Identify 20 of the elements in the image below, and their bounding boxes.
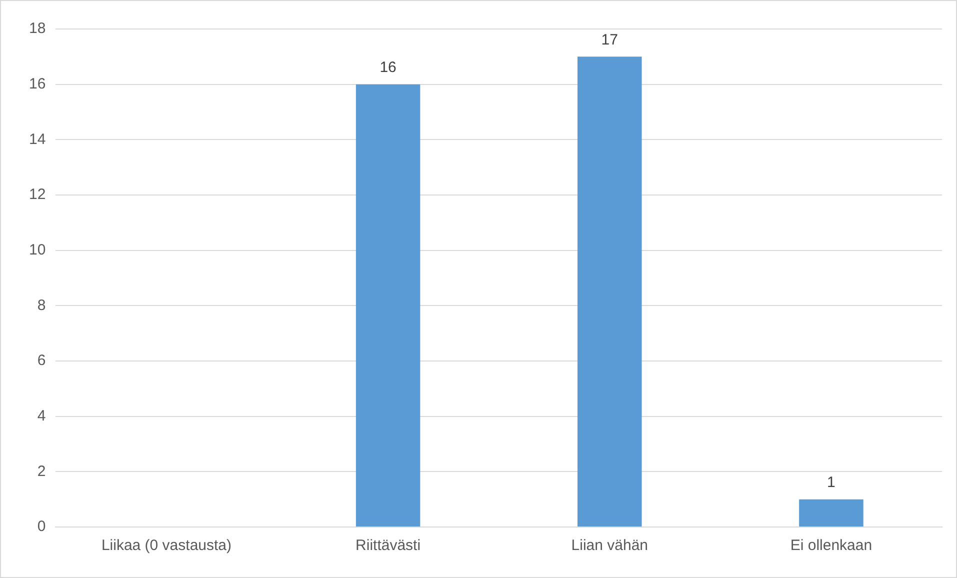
bar — [578, 56, 642, 526]
data-label: 16 — [380, 58, 396, 76]
y-tick-label: 14 — [28, 130, 46, 148]
bar — [799, 499, 864, 526]
bar — [356, 84, 420, 526]
data-label: 1 — [827, 474, 836, 491]
y-tick-label: 0 — [37, 518, 46, 536]
y-tick-label: 8 — [37, 296, 46, 314]
y-tick-label: 18 — [28, 20, 46, 38]
y-tick-label: 2 — [37, 462, 46, 480]
data-label: 17 — [601, 31, 618, 48]
y-tick-label: 16 — [28, 75, 46, 92]
x-tick-label: Ei ollenkaan — [790, 537, 872, 554]
x-tick-label: Riittävästi — [356, 537, 421, 554]
y-tick-label: 12 — [28, 186, 46, 204]
x-tick-label: Liikaa (0 vastausta) — [101, 537, 232, 554]
y-tick-label: 4 — [37, 407, 46, 424]
y-tick-label: 10 — [28, 241, 46, 258]
x-tick-label: Liian vähän — [571, 537, 648, 554]
y-tick-label: 6 — [37, 352, 46, 370]
